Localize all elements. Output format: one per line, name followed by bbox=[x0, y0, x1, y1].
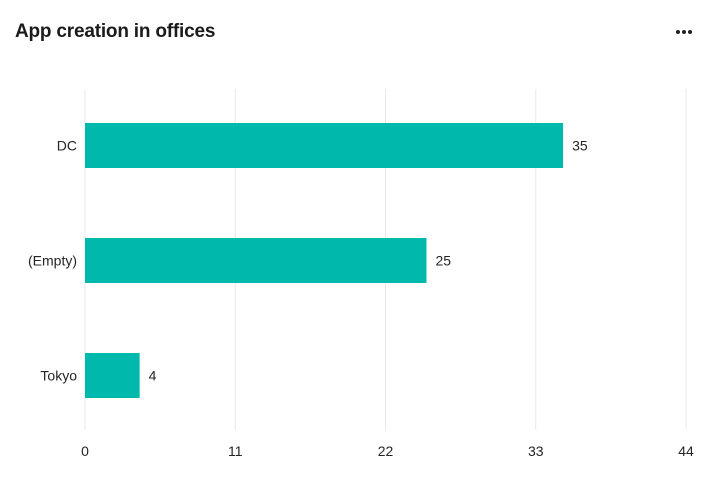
category-label: Tokyo bbox=[40, 368, 77, 384]
more-horizontal-icon bbox=[676, 30, 692, 34]
category-label: (Empty) bbox=[28, 253, 77, 269]
data-label: 35 bbox=[572, 138, 588, 154]
more-options-button[interactable] bbox=[672, 20, 696, 44]
bar bbox=[85, 353, 140, 398]
x-tick-label: 0 bbox=[81, 443, 89, 459]
x-tick-label: 22 bbox=[378, 443, 394, 459]
x-tick-label: 33 bbox=[528, 443, 544, 459]
bar bbox=[85, 238, 427, 283]
bar bbox=[85, 123, 564, 168]
x-tick-label: 44 bbox=[678, 443, 694, 459]
x-tick-label: 11 bbox=[228, 443, 243, 459]
data-label: 4 bbox=[149, 368, 157, 384]
data-label: 25 bbox=[435, 253, 451, 269]
chart-title: App creation in offices bbox=[15, 21, 216, 42]
category-label: DC bbox=[57, 138, 77, 154]
